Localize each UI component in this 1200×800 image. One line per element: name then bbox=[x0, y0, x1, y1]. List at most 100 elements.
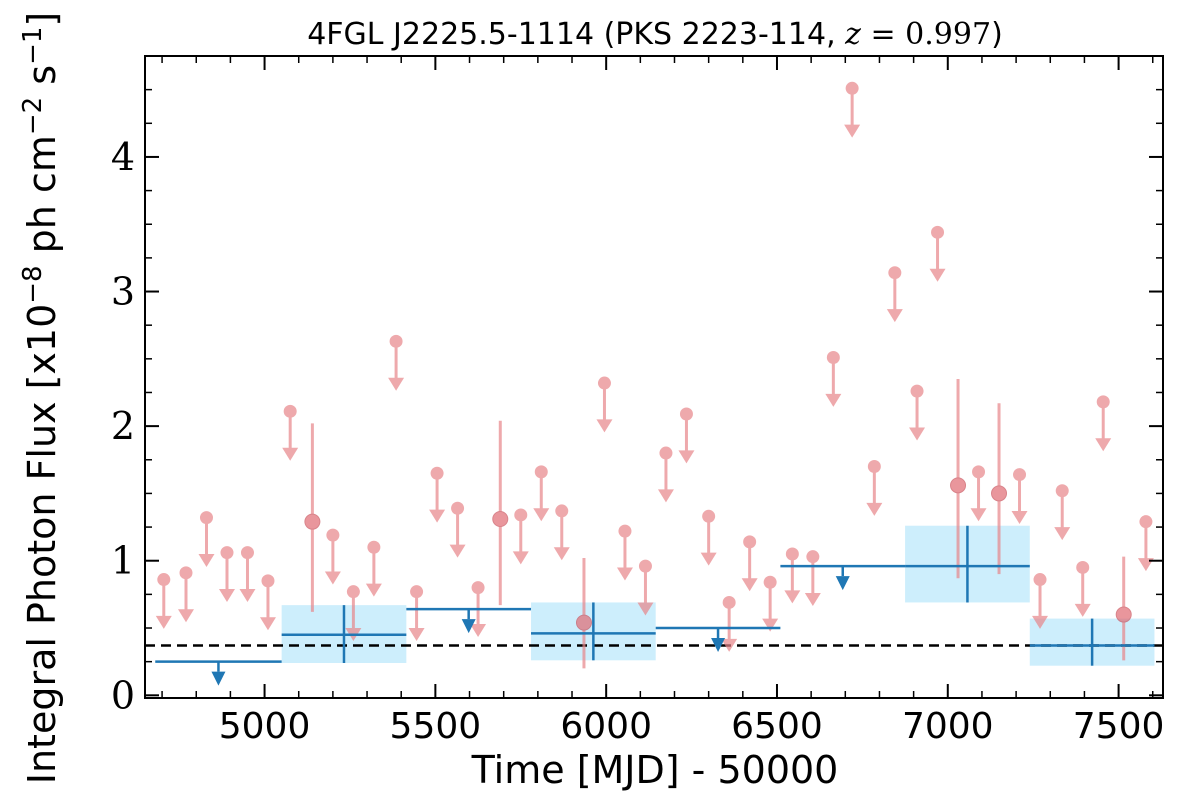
short-bin-detection bbox=[304, 423, 321, 612]
short-bin-upper-limit bbox=[259, 574, 276, 631]
detection-marker bbox=[991, 485, 1008, 502]
long-bin-detection bbox=[905, 525, 1030, 603]
upper-limit-marker bbox=[1139, 515, 1153, 529]
plot-frame bbox=[144, 55, 1164, 699]
upper-limit-arrow bbox=[259, 617, 276, 631]
short-bin-upper-limit bbox=[512, 508, 529, 565]
upper-limit-marker bbox=[471, 581, 485, 595]
short-bin-upper-limit bbox=[1032, 573, 1049, 629]
upper-limit-arrow bbox=[970, 508, 987, 522]
y-tick-label: 1 bbox=[111, 539, 135, 583]
chart-title-z-symbol: z bbox=[844, 17, 861, 52]
short-bin-upper-limit bbox=[365, 540, 382, 597]
short-bin-upper-limit bbox=[324, 528, 341, 585]
short-bin-upper-limit bbox=[470, 581, 487, 638]
upper-limit-arrow bbox=[678, 450, 695, 464]
short-bin-series bbox=[155, 81, 1154, 669]
upper-limit-marker bbox=[722, 595, 736, 609]
upper-limit-arrow bbox=[762, 618, 779, 632]
long-bin-upper-limit-arrow bbox=[461, 619, 476, 634]
upper-limit-marker bbox=[555, 504, 569, 518]
upper-limit-marker bbox=[845, 81, 859, 95]
upper-limit-marker bbox=[1076, 560, 1090, 574]
upper-limit-marker bbox=[261, 574, 275, 588]
y-axis-label-middle: ph cm bbox=[20, 135, 64, 265]
short-bin-upper-limit bbox=[177, 566, 194, 623]
upper-limit-arrow bbox=[784, 590, 801, 604]
short-bin-detection bbox=[575, 558, 592, 669]
upper-limit-arrow bbox=[596, 419, 613, 433]
upper-limit-marker bbox=[702, 509, 716, 523]
upper-limit-arrow bbox=[616, 567, 633, 581]
short-bin-upper-limit bbox=[388, 334, 405, 391]
short-bin-upper-limit bbox=[804, 550, 821, 607]
upper-limit-arrow bbox=[886, 309, 903, 323]
upper-limit-arrow bbox=[741, 578, 758, 592]
upper-limit-marker bbox=[972, 465, 986, 479]
plot-area: 5000 5500 6000 6500 7000 7500 0 1 2 3 4 bbox=[111, 55, 1164, 747]
upper-limit-marker bbox=[346, 585, 360, 599]
short-bin-upper-limit bbox=[155, 573, 172, 629]
short-bin-upper-limit bbox=[741, 535, 758, 592]
upper-limit-arrow bbox=[177, 609, 194, 623]
long-bin-upper-limit bbox=[155, 660, 282, 686]
upper-limit-marker bbox=[743, 535, 757, 549]
detection-marker bbox=[1115, 606, 1132, 623]
y-axis-label-prefix: Integral Photon Flux [x10 bbox=[20, 304, 64, 785]
y-tick-label: 0 bbox=[111, 673, 135, 717]
upper-limit-marker bbox=[1013, 468, 1027, 482]
chart-title-prefix: 4FGL J2225.5-1114 (PKS 2223-114, bbox=[307, 17, 845, 52]
upper-limit-marker bbox=[534, 465, 548, 479]
short-bin-upper-limit bbox=[886, 266, 903, 323]
upper-limit-arrow bbox=[929, 268, 946, 282]
long-bin-detection bbox=[1029, 618, 1155, 666]
upper-limit-marker bbox=[199, 511, 213, 525]
short-bin-upper-limit bbox=[449, 501, 466, 558]
short-bin-upper-limit bbox=[844, 81, 861, 138]
upper-limit-arrow bbox=[218, 589, 235, 603]
upper-limit-arrow bbox=[512, 551, 529, 565]
upper-limit-arrow bbox=[909, 427, 926, 441]
detection-marker bbox=[304, 513, 321, 530]
short-bin-upper-limit bbox=[678, 407, 695, 464]
upper-limit-marker bbox=[430, 466, 444, 480]
short-bin-upper-limit bbox=[596, 376, 613, 433]
long-bin-detection bbox=[531, 602, 656, 661]
detection-marker bbox=[575, 614, 592, 631]
short-bin-upper-limit bbox=[1011, 468, 1028, 524]
short-bin-upper-limit bbox=[282, 404, 299, 461]
y-axis-label-exp1: −8 bbox=[18, 265, 48, 303]
upper-limit-marker bbox=[888, 266, 902, 280]
long-bin-upper-limit bbox=[780, 564, 906, 591]
upper-limit-marker bbox=[618, 524, 632, 538]
y-axis-label: Integral Photon Flux [x10−8 ph cm−2 s−1] bbox=[18, 12, 64, 785]
long-bin-upper-limit-arrow bbox=[711, 638, 726, 653]
short-bin-detection bbox=[492, 420, 509, 606]
short-bin-detection bbox=[950, 379, 967, 579]
upper-limit-marker bbox=[679, 407, 693, 421]
upper-limit-arrow bbox=[1032, 615, 1049, 629]
upper-limit-marker bbox=[910, 384, 924, 398]
chart-title-equals: = bbox=[861, 17, 905, 52]
long-bin-upper-limit-arrow bbox=[835, 576, 850, 591]
upper-limit-arrow bbox=[866, 502, 883, 516]
upper-limit-arrow bbox=[239, 589, 256, 603]
upper-limit-arrow bbox=[198, 554, 215, 568]
short-bin-detection bbox=[1115, 556, 1132, 661]
upper-limit-arrow bbox=[804, 593, 821, 607]
upper-limit-marker bbox=[1096, 395, 1110, 409]
short-bin-upper-limit bbox=[909, 384, 926, 441]
upper-limit-marker bbox=[157, 573, 171, 587]
upper-limit-arrow bbox=[1074, 603, 1091, 617]
upper-limit-arrow bbox=[282, 447, 299, 461]
y-tick-label: 3 bbox=[111, 270, 135, 314]
upper-limit-marker bbox=[451, 501, 465, 515]
upper-limit-arrow bbox=[844, 124, 861, 138]
short-bin-detection bbox=[991, 403, 1008, 575]
upper-limit-arrow bbox=[700, 552, 717, 566]
short-bin-upper-limit bbox=[637, 559, 654, 616]
upper-limit-marker bbox=[638, 559, 652, 573]
long-bin-series bbox=[155, 525, 1155, 686]
short-bin-upper-limit bbox=[1054, 484, 1071, 541]
